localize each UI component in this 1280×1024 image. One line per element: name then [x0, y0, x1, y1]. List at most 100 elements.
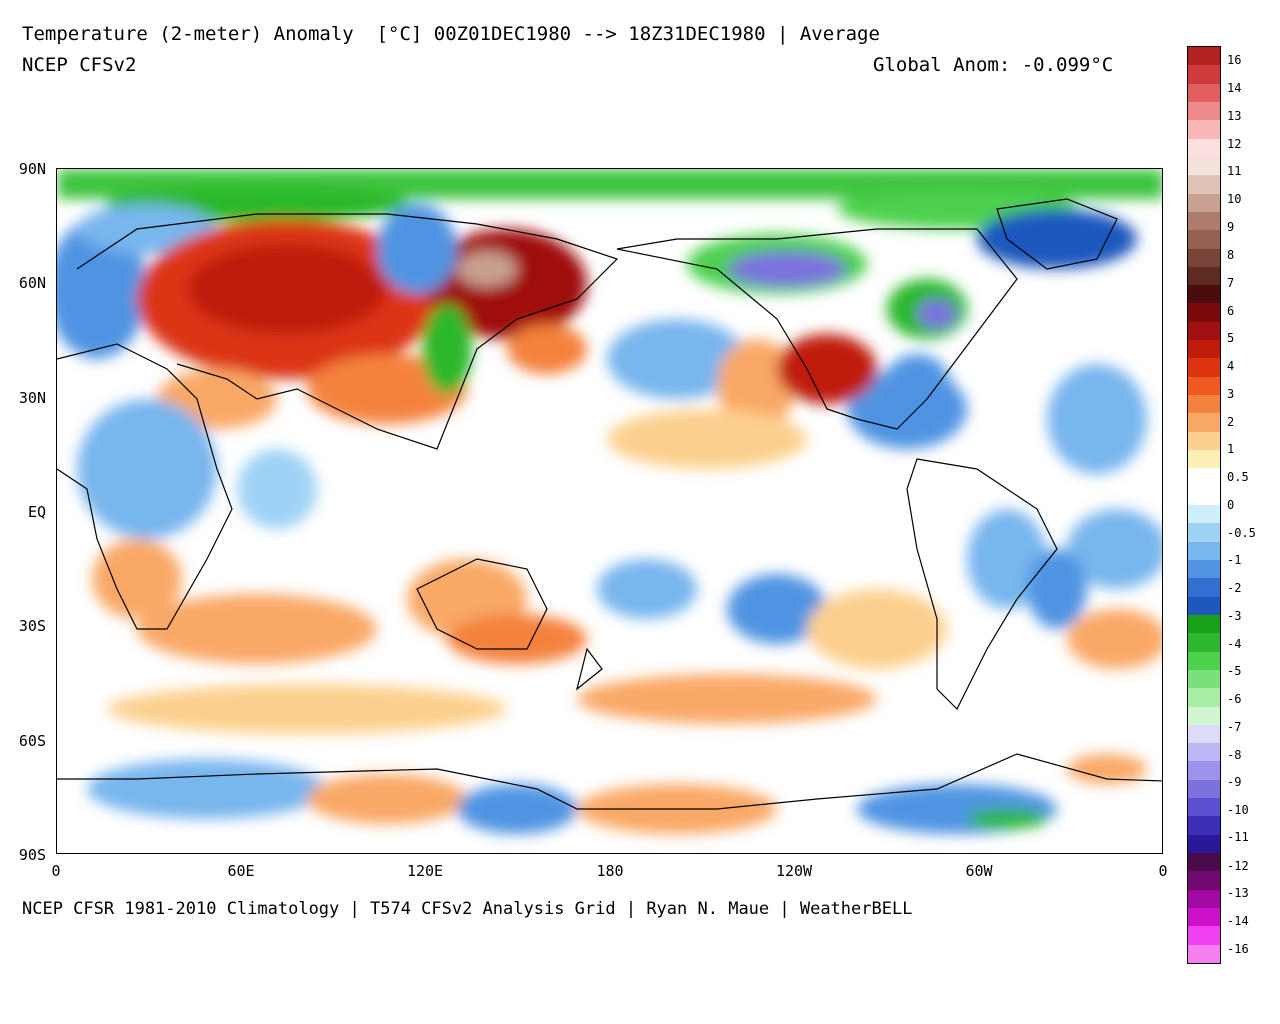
color-scale-label: 5	[1227, 331, 1235, 345]
lat-label-60n: 60N	[18, 274, 46, 292]
color-scale-swatch	[1188, 340, 1220, 359]
color-scale-label: -9	[1227, 775, 1242, 789]
anomaly-map	[56, 168, 1163, 854]
color-scale-swatch	[1188, 193, 1220, 213]
color-scale-label: -12	[1227, 859, 1249, 873]
color-scale-label: 1	[1227, 442, 1235, 456]
color-scale-swatch	[1188, 175, 1220, 195]
color-scale-label: 3	[1227, 387, 1235, 401]
color-scale-swatch	[1188, 559, 1220, 579]
color-scale-swatch	[1188, 779, 1220, 799]
color-scale-label: -8	[1227, 748, 1242, 762]
color-scale-label: 10	[1227, 192, 1242, 206]
color-scale-swatch	[1188, 431, 1220, 451]
anomaly-shading	[57, 169, 1162, 834]
color-scale-swatch	[1188, 321, 1220, 341]
color-scale-label: 16	[1227, 53, 1242, 67]
global-anomaly-readout: Global Anom: -0.099°C	[873, 54, 1114, 76]
color-scale-swatch	[1188, 578, 1220, 598]
color-scale-swatch	[1188, 669, 1220, 689]
lon-label-0-right: 0	[1158, 862, 1168, 880]
color-scale-swatch	[1188, 450, 1220, 469]
color-scale-swatch	[1188, 486, 1220, 506]
color-scale-swatch	[1188, 651, 1220, 671]
lat-label-60s: 60S	[18, 732, 46, 750]
lat-label-eq: EQ	[27, 503, 46, 521]
color-scale-swatch	[1188, 358, 1220, 378]
color-scale-label: 7	[1227, 276, 1235, 290]
coastlines	[57, 198, 1162, 810]
color-scale-label: -10	[1227, 803, 1249, 817]
lon-label-180: 180	[596, 862, 624, 880]
color-scale-label: -14	[1227, 914, 1249, 928]
color-scale-swatch	[1188, 706, 1220, 726]
color-scale-label: -2	[1227, 581, 1242, 595]
color-scale-label: -11	[1227, 830, 1249, 844]
color-scale-label: -13	[1227, 886, 1249, 900]
color-scale-swatch	[1188, 596, 1220, 616]
color-scale-swatch	[1188, 211, 1220, 231]
color-scale-swatch	[1188, 248, 1220, 268]
color-scale-swatch	[1188, 853, 1220, 872]
color-scale-swatch	[1188, 834, 1220, 854]
color-scale-swatch	[1188, 541, 1220, 561]
color-scale-label: -1	[1227, 553, 1242, 567]
color-scale-label: 11	[1227, 164, 1242, 178]
anomaly-field	[57, 169, 1162, 853]
color-scale-label: -5	[1227, 664, 1242, 678]
color-scale-swatch	[1188, 230, 1220, 249]
lon-label-60w: 60W	[965, 862, 993, 880]
color-scale-swatch	[1188, 413, 1220, 433]
color-scale-label: 13	[1227, 109, 1242, 123]
lon-label-120w: 120W	[775, 862, 813, 880]
color-scale-swatch	[1188, 101, 1220, 121]
color-scale-swatch	[1188, 724, 1220, 744]
color-scale-label: -6	[1227, 692, 1242, 706]
color-scale-swatch	[1188, 816, 1220, 836]
color-scale-swatch	[1188, 65, 1220, 85]
color-scale-bar	[1187, 46, 1221, 964]
color-scale-swatch	[1188, 285, 1220, 304]
color-scale-swatch	[1188, 138, 1220, 158]
color-scale-swatch	[1188, 266, 1220, 286]
color-scale-label: 8	[1227, 248, 1235, 262]
color-scale-swatch	[1188, 376, 1220, 396]
color-scale-swatch	[1188, 120, 1220, 140]
map-title: Temperature (2-meter) Anomaly [°C] 00Z01…	[22, 23, 880, 45]
lon-label-60e: 60E	[227, 862, 255, 880]
color-scale-swatch	[1188, 908, 1220, 927]
lon-label-120e: 120E	[406, 862, 444, 880]
color-scale-swatch	[1188, 47, 1220, 66]
color-scale-label: 0	[1227, 498, 1235, 512]
color-scale-label: -7	[1227, 720, 1242, 734]
color-scale-label: 4	[1227, 359, 1235, 373]
color-scale-label: -3	[1227, 609, 1242, 623]
color-scale-swatch	[1188, 83, 1220, 103]
color-scale-swatch	[1188, 889, 1220, 909]
color-scale-swatch	[1188, 633, 1220, 653]
color-scale-label: 0.5	[1227, 470, 1249, 484]
footer-credits: NCEP CFSR 1981-2010 Climatology | T574 C…	[22, 899, 913, 919]
lat-label-30s: 30S	[18, 617, 46, 635]
color-scale-swatch	[1188, 871, 1220, 891]
color-scale-label: 12	[1227, 137, 1242, 151]
color-scale-label: 2	[1227, 415, 1235, 429]
color-scale-label: 14	[1227, 81, 1242, 95]
color-scale-label: -16	[1227, 942, 1249, 956]
color-scale-swatch	[1188, 468, 1220, 488]
lon-label-0: 0	[51, 862, 61, 880]
color-scale-swatch	[1188, 303, 1220, 323]
color-scale-label: 6	[1227, 304, 1235, 318]
color-scale-swatch	[1188, 395, 1220, 414]
color-scale-swatch	[1188, 614, 1220, 634]
color-scale-label: 9	[1227, 220, 1235, 234]
color-scale-swatch	[1188, 944, 1220, 964]
color-scale-label: -4	[1227, 637, 1242, 651]
color-scale-swatch	[1188, 523, 1220, 543]
color-scale-swatch	[1188, 926, 1220, 946]
color-scale-swatch	[1188, 798, 1220, 817]
color-scale-swatch	[1188, 688, 1220, 707]
lat-label-30n: 30N	[18, 389, 46, 407]
lat-label-90s: 90S	[18, 846, 46, 864]
model-name: NCEP CFSv2	[22, 54, 137, 76]
